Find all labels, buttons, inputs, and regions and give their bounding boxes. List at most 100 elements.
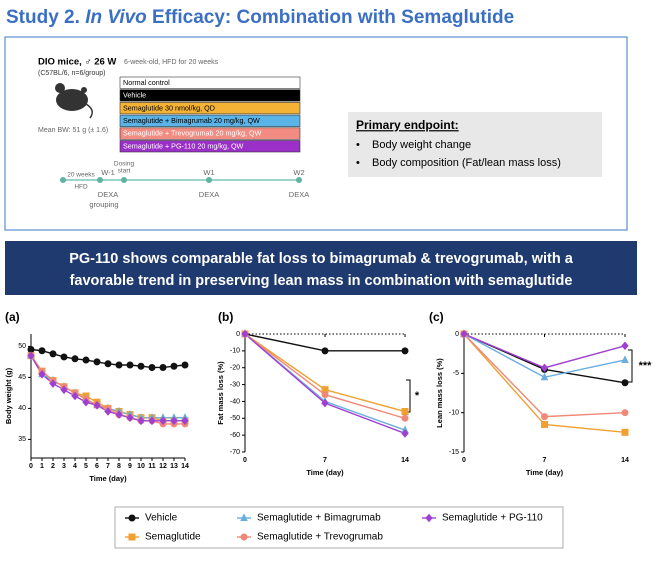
marker xyxy=(82,356,90,364)
marker xyxy=(621,341,629,351)
x-tick-label: 7 xyxy=(323,457,327,464)
group-label: Semaglutide + PG-110 20 mg/kg, QW xyxy=(123,141,244,150)
marker xyxy=(181,361,189,369)
legend-label: Semaglutide + Trevogrumab xyxy=(257,532,383,543)
slide-title: Study 2. In Vivo Efficacy: Combination w… xyxy=(6,7,514,28)
marker xyxy=(60,385,68,395)
bullet: • xyxy=(356,157,360,169)
y-axis-label: Lean mass loss (%) xyxy=(435,358,444,428)
y-tick-label: -40 xyxy=(230,398,240,405)
marker xyxy=(159,416,167,426)
endpoint-box xyxy=(348,112,602,177)
y-tick-label: 0 xyxy=(455,331,459,338)
marker xyxy=(126,361,134,369)
legend-label: Semaglutide xyxy=(145,532,201,543)
x-tick-label: 14 xyxy=(181,463,189,470)
y-tick-label: -5 xyxy=(453,370,459,377)
legend-box xyxy=(114,506,564,549)
marker xyxy=(401,414,409,422)
marker xyxy=(115,361,123,369)
mean-bw: Mean BW: 51 g (± 1.6) xyxy=(38,127,108,134)
strain: (C57BL/6, n=6/group) xyxy=(38,70,106,77)
x-tick-label: 0 xyxy=(243,457,247,464)
timeline-label: start xyxy=(118,168,131,175)
x-tick-label: 7 xyxy=(543,457,547,464)
endpoint-item: Body weight change xyxy=(372,139,471,151)
marker xyxy=(60,353,68,361)
banner xyxy=(5,241,637,295)
x-tick-label: 13 xyxy=(170,463,178,470)
y-tick-label: -15 xyxy=(449,449,459,456)
marker xyxy=(93,358,101,366)
marker xyxy=(321,398,329,408)
marker xyxy=(401,347,409,355)
x-tick-label: 6 xyxy=(95,463,99,470)
x-tick-label: 0 xyxy=(29,463,33,470)
model-note: 6-week-old, HFD for 20 weeks xyxy=(124,59,219,66)
x-tick-label: 8 xyxy=(117,463,121,470)
marker xyxy=(425,513,433,523)
x-tick-label: 0 xyxy=(462,457,466,464)
marker xyxy=(621,428,629,436)
group-box xyxy=(119,114,301,127)
legend-label: Vehicle xyxy=(145,513,178,524)
group-label: Semaglutide + Trevogrumab 20 mg/kg, QW xyxy=(123,129,262,138)
marker xyxy=(137,416,145,426)
x-tick-label: 9 xyxy=(128,463,132,470)
y-axis-label: Body weight (g) xyxy=(4,367,13,424)
marker xyxy=(27,351,35,360)
x-tick-label: 4 xyxy=(73,463,77,470)
x-tick-label: 10 xyxy=(137,463,145,470)
y-tick-label: -50 xyxy=(230,415,240,422)
marker xyxy=(181,416,189,426)
legend-label: Semaglutide + Bimagrumab xyxy=(257,513,381,524)
marker xyxy=(321,347,329,355)
timeline-label: W-1 xyxy=(101,168,115,177)
group-label: Semaglutide 30 nmol/kg, QD xyxy=(123,103,215,112)
marker xyxy=(38,347,46,355)
marker xyxy=(128,533,136,541)
marker xyxy=(93,401,101,410)
x-tick-label: 14 xyxy=(401,457,409,464)
x-axis-label: Time (day) xyxy=(526,468,564,477)
x-axis-label: Time (day) xyxy=(89,474,127,483)
y-tick-label: -30 xyxy=(230,381,240,388)
group-box xyxy=(119,127,301,140)
marker xyxy=(321,391,329,399)
y-tick-label: -10 xyxy=(449,410,459,417)
marker xyxy=(159,363,167,371)
marker xyxy=(104,360,112,368)
marker xyxy=(49,379,57,388)
panel-label: (c) xyxy=(429,310,444,324)
marker xyxy=(170,416,178,426)
panel-label: (a) xyxy=(5,310,20,324)
model: DIO mice, ♂ 26 W xyxy=(38,57,116,68)
marker xyxy=(540,372,549,381)
x-tick-label: 14 xyxy=(621,457,629,464)
timeline-label: W1 xyxy=(203,168,214,177)
y-tick-label: -10 xyxy=(230,348,240,355)
x-tick-label: 1 xyxy=(40,463,44,470)
bullet: • xyxy=(356,139,360,151)
marker xyxy=(401,408,409,416)
group-box xyxy=(119,102,301,115)
marker xyxy=(241,329,249,339)
marker xyxy=(541,420,548,428)
marker xyxy=(71,391,79,401)
marker xyxy=(170,362,178,370)
marker xyxy=(104,407,112,416)
title-part: In Vivo xyxy=(85,7,147,28)
x-tick-label: 3 xyxy=(62,463,66,470)
endpoint-title: Primary endpoint: xyxy=(356,118,459,132)
legend-label: Semaglutide + PG-110 xyxy=(442,513,543,524)
marker xyxy=(49,350,57,358)
x-axis-label: Time (day) xyxy=(306,468,344,477)
timeline-label: DEXA xyxy=(289,190,309,199)
y-tick-label: 50 xyxy=(18,343,26,350)
marker xyxy=(401,429,409,438)
timeline-label: Dosing xyxy=(114,161,135,168)
timeline-label: W2 xyxy=(293,168,304,177)
group-box xyxy=(119,76,301,89)
x-tick-label: 12 xyxy=(159,463,167,470)
